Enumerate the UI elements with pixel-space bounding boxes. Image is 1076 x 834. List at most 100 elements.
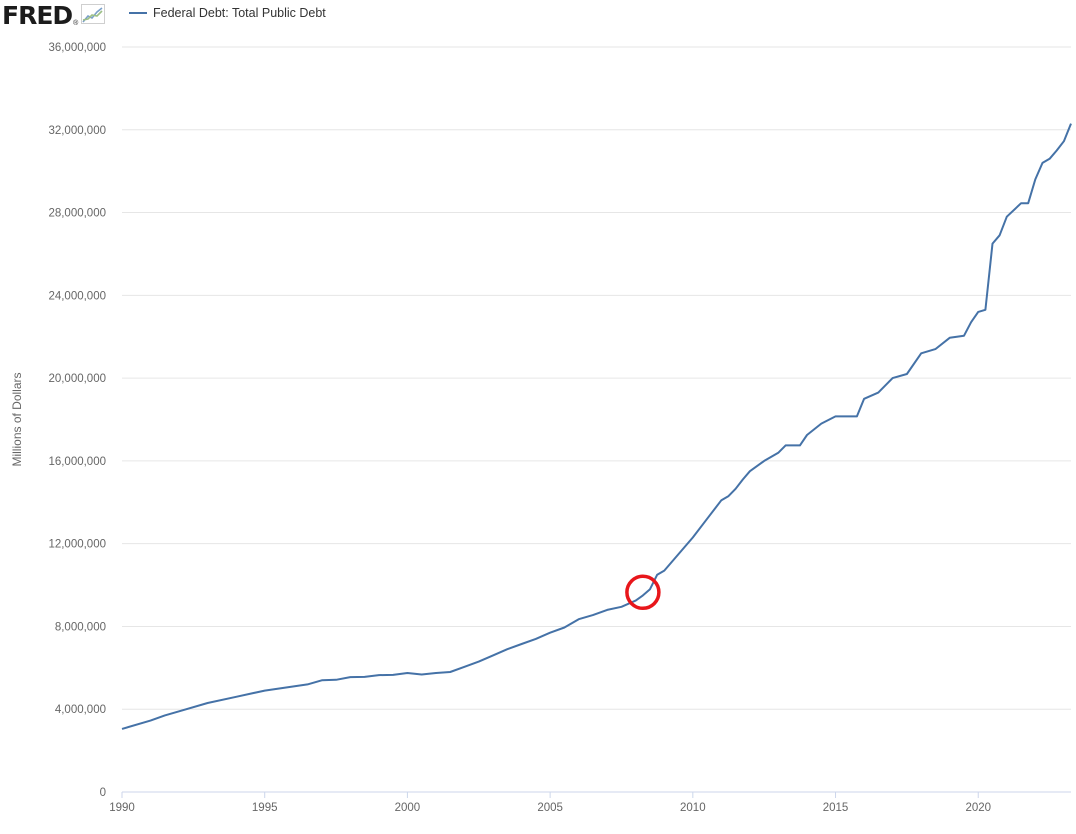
data-point[interactable] xyxy=(1047,156,1052,161)
data-point[interactable] xyxy=(548,630,553,635)
data-point[interactable] xyxy=(933,347,938,352)
data-point[interactable] xyxy=(1033,177,1038,182)
data-point[interactable] xyxy=(419,672,424,677)
data-point[interactable] xyxy=(676,552,681,557)
data-point[interactable] xyxy=(434,671,439,676)
data-point[interactable] xyxy=(805,433,810,438)
data-point[interactable] xyxy=(662,568,667,573)
data-point[interactable] xyxy=(462,664,467,669)
grid-lines xyxy=(122,46,1071,710)
data-point[interactable] xyxy=(491,653,496,658)
x-tick-label: 2005 xyxy=(537,802,563,814)
data-point[interactable] xyxy=(983,307,988,312)
data-point[interactable] xyxy=(904,372,909,377)
data-point[interactable] xyxy=(762,458,767,463)
data-point[interactable] xyxy=(690,535,695,540)
x-tick-label: 1995 xyxy=(252,802,278,814)
data-point[interactable] xyxy=(305,682,310,687)
data-point[interactable] xyxy=(262,688,267,693)
data-point[interactable] xyxy=(562,625,567,630)
legend-swatch xyxy=(129,12,147,14)
y-tick-label: 12,000,000 xyxy=(48,539,106,551)
data-point[interactable] xyxy=(319,678,324,683)
data-point[interactable] xyxy=(376,673,381,678)
data-point[interactable] xyxy=(1061,139,1066,144)
data-point[interactable] xyxy=(505,647,510,652)
data-point[interactable] xyxy=(1019,201,1024,206)
data-point[interactable] xyxy=(284,685,289,690)
data-point[interactable] xyxy=(990,241,995,246)
series-line[interactable] xyxy=(121,123,1072,730)
line-graph-icon xyxy=(81,4,106,24)
fred-logo[interactable]: FRED ® xyxy=(2,1,106,30)
y-tick-label: 16,000,000 xyxy=(48,456,106,468)
data-point[interactable] xyxy=(797,443,802,448)
data-point[interactable] xyxy=(740,477,745,482)
data-point[interactable] xyxy=(476,659,481,664)
y-tick-label: 0 xyxy=(100,787,106,799)
x-tick-label: 2000 xyxy=(395,802,421,814)
data-point[interactable] xyxy=(876,390,881,395)
data-point[interactable] xyxy=(854,414,859,419)
data-point[interactable] xyxy=(648,587,653,592)
y-tick-label: 20,000,000 xyxy=(48,373,106,385)
data-point[interactable] xyxy=(590,613,595,618)
data-point[interactable] xyxy=(747,469,752,474)
chart-header: FRED ® Federal Debt: Total Public Debt xyxy=(0,0,1076,34)
highlight-circle xyxy=(625,574,661,611)
data-point[interactable] xyxy=(162,713,167,718)
data-point[interactable] xyxy=(533,636,538,641)
y-tick-label: 32,000,000 xyxy=(48,125,106,137)
data-point[interactable] xyxy=(334,677,339,682)
x-axis-ticks: 1990 1995 2000 2005 2010 2015 2020 xyxy=(109,792,991,814)
y-tick-label: 8,000,000 xyxy=(55,621,106,633)
data-point[interactable] xyxy=(733,486,738,491)
y-axis-title: Millions of Dollars xyxy=(10,372,24,466)
data-point[interactable] xyxy=(783,443,788,448)
data-point[interactable] xyxy=(919,351,924,356)
data-point[interactable] xyxy=(448,670,453,675)
y-tick-label: 28,000,000 xyxy=(48,208,106,220)
chart-legend[interactable]: Federal Debt: Total Public Debt xyxy=(129,6,326,20)
x-tick-label: 2015 xyxy=(823,802,849,814)
data-point[interactable] xyxy=(862,396,867,401)
data-point[interactable] xyxy=(177,709,182,714)
data-point[interactable] xyxy=(1054,148,1059,153)
data-point[interactable] xyxy=(776,450,781,455)
y-tick-label: 24,000,000 xyxy=(48,290,106,302)
data-point[interactable] xyxy=(976,309,981,314)
data-point[interactable] xyxy=(519,642,524,647)
data-point[interactable] xyxy=(819,421,824,426)
data-point[interactable] xyxy=(234,694,239,699)
data-point[interactable] xyxy=(605,607,610,612)
data-point[interactable] xyxy=(362,674,367,679)
data-point[interactable] xyxy=(1040,160,1045,165)
data-point[interactable] xyxy=(120,726,125,731)
data-point[interactable] xyxy=(640,593,645,598)
data-point[interactable] xyxy=(947,335,952,340)
data-point[interactable] xyxy=(633,598,638,603)
y-tick-label: 36,000,000 xyxy=(48,42,106,54)
data-point[interactable] xyxy=(962,333,967,338)
data-point[interactable] xyxy=(619,604,624,609)
data-point[interactable] xyxy=(833,414,838,419)
fred-logo-text: FRED xyxy=(2,1,73,30)
data-point[interactable] xyxy=(1004,214,1009,219)
data-point[interactable] xyxy=(655,572,660,577)
x-tick-label: 2020 xyxy=(965,802,991,814)
data-point[interactable] xyxy=(405,671,410,676)
data-point[interactable] xyxy=(726,494,731,499)
data-point[interactable] xyxy=(148,718,153,723)
data-point[interactable] xyxy=(719,498,724,503)
data-point[interactable] xyxy=(576,617,581,622)
data-point[interactable] xyxy=(997,233,1002,238)
data-point[interactable] xyxy=(890,376,895,381)
data-point[interactable] xyxy=(391,672,396,677)
data-point[interactable] xyxy=(1026,201,1031,206)
data-point[interactable] xyxy=(705,516,710,521)
data-point[interactable] xyxy=(969,320,974,325)
data-point[interactable] xyxy=(205,701,210,706)
data-point[interactable] xyxy=(348,675,353,680)
data-point[interactable] xyxy=(1069,121,1074,126)
